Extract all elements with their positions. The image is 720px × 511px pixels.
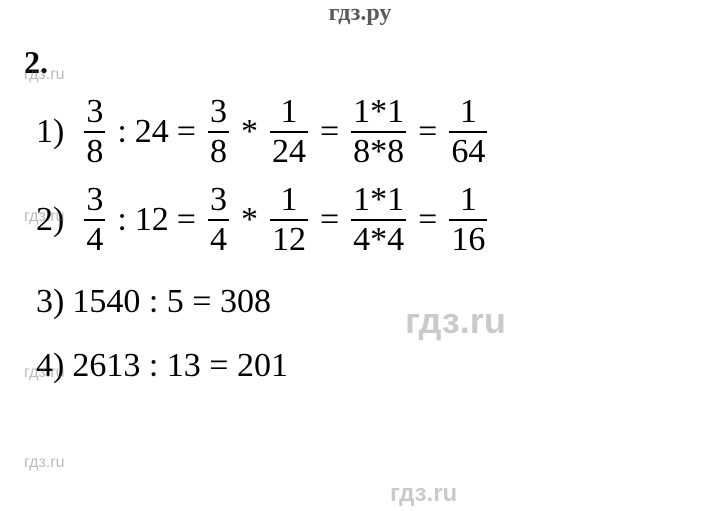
fraction: 3 8: [84, 95, 105, 169]
watermark: гдз.ru: [24, 454, 64, 472]
problem-number: 2.: [24, 44, 694, 81]
header-text: гдз.ру: [329, 0, 392, 26]
index: 3): [36, 283, 64, 321]
watermark: гдз.ru: [405, 300, 506, 342]
solution-line-2: 2) 3 4 : 12 = 3 4 * 1 12 = 1*1 4*4 = 1: [36, 183, 694, 257]
solution-line-3: 3) 1540 : 5 = 308: [36, 283, 694, 321]
solution-line-1: 1) 3 8 : 24 = 3 8 * 1 24 = 1*1 8*8 = 1: [36, 95, 694, 169]
watermark: гдз.ru: [24, 66, 64, 84]
fraction: 1*1 4*4: [351, 183, 406, 257]
fraction: 3 4: [84, 183, 105, 257]
fraction: 1*1 8*8: [351, 95, 406, 169]
watermark: гдз.ru: [390, 480, 457, 508]
fraction: 1 64: [449, 95, 487, 169]
expression: 2613 : 13 = 201: [72, 347, 288, 385]
site-header: гдз.ру: [0, 0, 720, 27]
solution-block: 2. 1) 3 8 : 24 = 3 8 * 1 24 = 1*1 8*8 =: [24, 44, 694, 399]
watermark: гдз.ru: [24, 208, 64, 226]
fraction: 3 8: [208, 95, 229, 169]
expression: 1540 : 5 = 308: [72, 283, 271, 321]
solution-line-4: 4) 2613 : 13 = 201: [36, 347, 694, 385]
fraction: 1 12: [270, 183, 308, 257]
index: 1): [36, 113, 64, 151]
fraction: 1 24: [270, 95, 308, 169]
fraction: 3 4: [208, 183, 229, 257]
watermark: гдз.ru: [24, 364, 64, 382]
fraction: 1 16: [449, 183, 487, 257]
